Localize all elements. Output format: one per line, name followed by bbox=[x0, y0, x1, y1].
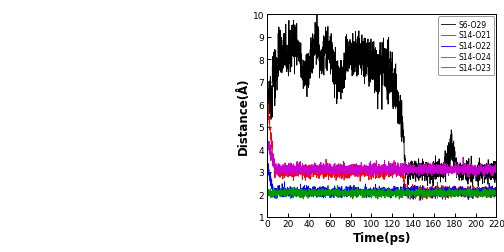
S14-O23 bbox=[478, 164, 484, 167]
S14-O23 bbox=[426, 170, 432, 173]
S6-O29 bbox=[314, 10, 320, 13]
S14-O23 bbox=[493, 168, 499, 171]
S14-O24 bbox=[317, 193, 323, 196]
S14-O22 bbox=[265, 161, 271, 164]
S14-O24 bbox=[468, 192, 474, 195]
S14-O24 bbox=[493, 189, 499, 192]
S14-O22 bbox=[417, 199, 423, 202]
Legend: S6-O29, S14-O21, S14-O22, S14-O24, S14-O23: S6-O29, S14-O21, S14-O22, S14-O24, S14-O… bbox=[438, 17, 494, 76]
S14-O22 bbox=[264, 167, 270, 170]
S6-O29 bbox=[318, 57, 324, 60]
S14-O22 bbox=[318, 190, 324, 193]
S14-O22 bbox=[426, 194, 432, 197]
S14-O21 bbox=[417, 199, 423, 202]
S14-O24 bbox=[334, 184, 340, 187]
S14-O24 bbox=[409, 191, 415, 194]
Line: S14-O21: S14-O21 bbox=[267, 99, 496, 201]
X-axis label: Time(ps): Time(ps) bbox=[353, 231, 411, 244]
S14-O22 bbox=[493, 191, 499, 194]
S6-O29 bbox=[478, 173, 484, 176]
S14-O22 bbox=[409, 196, 415, 199]
S14-O23 bbox=[409, 168, 415, 171]
S14-O21 bbox=[493, 193, 499, 196]
S6-O29 bbox=[493, 168, 499, 171]
S14-O22 bbox=[478, 190, 484, 193]
S14-O23 bbox=[265, 138, 271, 141]
S14-O21 bbox=[426, 194, 432, 197]
S14-O24 bbox=[478, 192, 484, 195]
S14-O21 bbox=[264, 98, 270, 101]
S14-O23 bbox=[264, 141, 270, 144]
S14-O23 bbox=[468, 170, 474, 173]
S14-O21 bbox=[493, 193, 499, 196]
Line: S6-O29: S6-O29 bbox=[267, 11, 496, 187]
S14-O22 bbox=[468, 192, 474, 195]
S6-O29 bbox=[467, 179, 473, 182]
S14-O24 bbox=[493, 189, 499, 192]
Line: S14-O24: S14-O24 bbox=[267, 186, 496, 200]
S6-O29 bbox=[264, 89, 270, 92]
S14-O21 bbox=[409, 193, 415, 196]
S14-O23 bbox=[390, 177, 396, 180]
S14-O24 bbox=[407, 198, 413, 201]
S6-O29 bbox=[493, 168, 499, 171]
S14-O21 bbox=[317, 169, 323, 172]
S6-O29 bbox=[426, 164, 432, 167]
S14-O23 bbox=[493, 165, 499, 168]
S14-O23 bbox=[318, 168, 324, 171]
Line: S14-O22: S14-O22 bbox=[267, 162, 496, 200]
Y-axis label: Distance(Å): Distance(Å) bbox=[237, 77, 250, 154]
S14-O21 bbox=[467, 187, 473, 190]
S14-O24 bbox=[426, 191, 432, 194]
S14-O21 bbox=[478, 191, 484, 194]
S14-O22 bbox=[493, 192, 499, 195]
S6-O29 bbox=[475, 185, 481, 188]
Line: S14-O23: S14-O23 bbox=[267, 140, 496, 178]
S6-O29 bbox=[409, 163, 415, 166]
S14-O24 bbox=[264, 188, 270, 191]
